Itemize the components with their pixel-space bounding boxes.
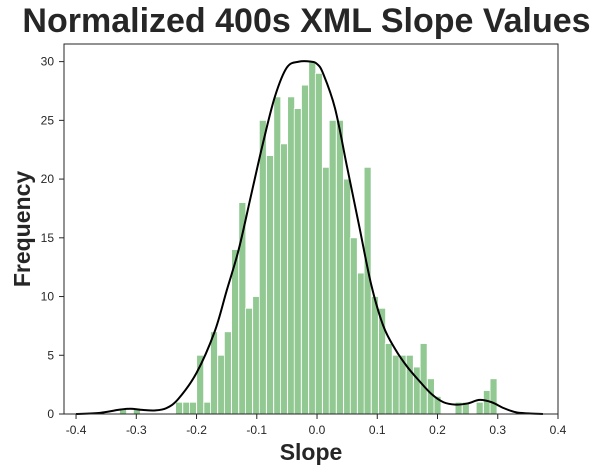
histogram-bar [308, 61, 317, 415]
histogram-bar [328, 119, 337, 415]
x-tick-label: -0.3 [126, 423, 147, 437]
x-tick-label: 0.2 [429, 423, 446, 437]
histogram-bar [252, 296, 261, 415]
plot-frame [63, 43, 559, 415]
y-tick-label: 5 [47, 348, 54, 362]
histogram-bar [189, 401, 197, 415]
histogram-bar [384, 343, 393, 415]
histogram-bar [419, 343, 428, 415]
x-tick-label: -0.2 [186, 423, 207, 437]
histogram-bar [314, 72, 323, 415]
x-axis: -0.4 -0.3 -0.2 -0.1 0.0 0.1 0.2 0.3 0.4 [66, 414, 567, 437]
x-tick-label: 0.0 [309, 423, 326, 437]
histogram-bar [258, 119, 267, 415]
kde-curve [76, 60, 543, 415]
histogram-bar [223, 331, 232, 415]
y-axis: 0 5 10 15 20 25 30 [41, 55, 64, 421]
histogram-bar [301, 84, 309, 415]
histogram-bar [210, 331, 218, 415]
x-tick-label: -0.1 [246, 423, 267, 437]
histogram-bar [279, 143, 288, 415]
histogram-bar [217, 354, 226, 415]
histogram-bar [475, 401, 484, 415]
histogram-bar [175, 401, 183, 415]
bars-layer [119, 61, 498, 415]
y-tick-label: 15 [41, 231, 55, 245]
histogram-bar [349, 237, 358, 415]
histogram-bar [287, 96, 296, 415]
y-tick-label: 30 [41, 55, 55, 69]
y-tick-label: 10 [41, 290, 55, 304]
y-tick-label: 25 [41, 113, 55, 127]
kde-layer [76, 60, 543, 415]
histogram-bar [413, 366, 421, 415]
histogram-bar [363, 166, 372, 415]
x-tick-label: 0.3 [489, 423, 506, 437]
y-tick-label: 0 [47, 407, 54, 421]
histogram-bar [489, 378, 498, 415]
histogram-bar [343, 178, 352, 415]
histogram-bar [322, 166, 330, 415]
y-tick-label: 20 [41, 172, 55, 186]
histogram-bar [182, 401, 191, 415]
histogram-bar [405, 354, 414, 415]
x-axis-label: Slope [280, 439, 343, 465]
histogram-bar [273, 96, 282, 415]
histogram-bar [336, 119, 344, 415]
y-axis-label: Frequency [9, 171, 35, 288]
histogram-bar [357, 272, 365, 415]
histogram-bar [392, 354, 400, 415]
histogram-bar [266, 155, 274, 415]
chart-title: Normalized 400s XML Slope Values [22, 2, 591, 40]
x-tick-label: -0.4 [66, 423, 87, 437]
x-tick-label: 0.4 [550, 423, 567, 437]
x-tick-label: 0.1 [369, 423, 386, 437]
histogram-bar [370, 296, 379, 415]
histogram-bar [203, 401, 212, 415]
histogram-bar [293, 108, 302, 415]
histogram-bar [245, 307, 253, 415]
